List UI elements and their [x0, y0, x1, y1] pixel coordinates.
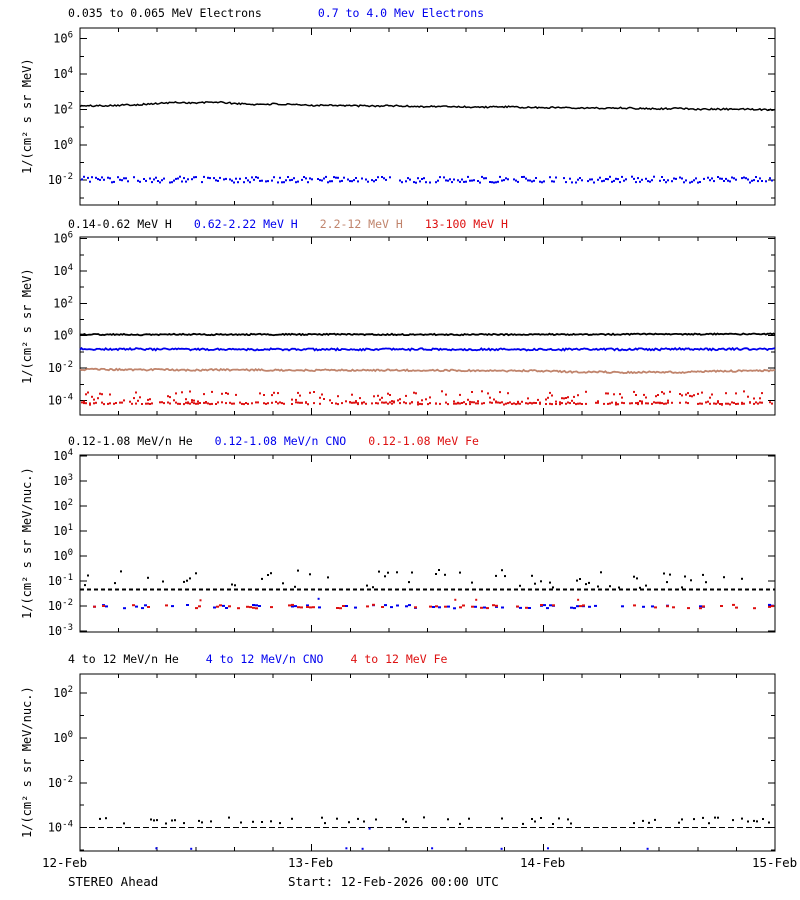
- series-label: 0.12-1.08 MeV Fe: [368, 434, 479, 448]
- panel-1: 106 104 102 100 10-2: [48, 27, 776, 206]
- series-label: 13-100 MeV H: [424, 217, 508, 231]
- svg-text:101: 101: [53, 523, 73, 538]
- xtick-label-12feb: 12-Feb: [42, 855, 88, 870]
- svg-text:106: 106: [53, 31, 73, 46]
- svg-text:100: 100: [53, 730, 73, 745]
- panel-2: 106 104 102 100 10-2 10-4: [48, 231, 776, 416]
- svg-text:10-3: 10-3: [48, 623, 73, 638]
- series-label: 2.2-12 MeV H: [319, 217, 403, 231]
- series-label: 0.12-1.08 MeV/n He: [68, 434, 193, 448]
- series-label: 0.14-0.62 MeV H: [68, 217, 172, 231]
- xtick-label-15feb: 15-Feb: [752, 855, 798, 870]
- panel3-legend: 0.12-1.08 MeV/n He 0.12-1.08 MeV/n CNO 0.1…: [68, 434, 479, 448]
- panel-4: 102 100 10-2 10-4: [48, 673, 776, 852]
- svg-text:104: 104: [53, 66, 73, 81]
- series-label: 4 to 12 MeV/n CNO: [205, 652, 324, 666]
- svg-text:10-2: 10-2: [48, 775, 73, 790]
- series-label: 0.035 to 0.065 MeV Electrons: [68, 6, 262, 20]
- panel-3: 104 103 102 101 100 10-1 10-2 10-3: [48, 448, 776, 638]
- series-label: 0.12-1.08 MeV/n CNO: [214, 434, 347, 448]
- panel2-legend: 0.14-0.62 MeV H 0.62-2.22 MeV H 2.2-12 MeV…: [68, 217, 508, 231]
- svg-text:10-2: 10-2: [48, 360, 73, 375]
- svg-text:100: 100: [53, 328, 73, 343]
- xtick-label-14feb: 14-Feb: [520, 855, 566, 870]
- series-label: 4 to 12 MeV Fe: [350, 652, 448, 666]
- panel1-y-axis-label: 1/(cm² s sr MeV): [20, 58, 34, 175]
- series-label: 0.62-2.22 MeV H: [193, 217, 298, 231]
- svg-text:104: 104: [53, 448, 73, 463]
- svg-text:10-4: 10-4: [48, 392, 73, 407]
- svg-text:102: 102: [53, 295, 73, 310]
- xtick-label-13feb: 13-Feb: [288, 855, 334, 870]
- svg-text:102: 102: [53, 101, 73, 116]
- svg-text:100: 100: [53, 548, 73, 563]
- svg-text:106: 106: [53, 231, 73, 246]
- panel1-legend: 0.035 to 0.065 MeV Electrons 0.7 to 4.0 M…: [68, 6, 484, 20]
- panel4-y-axis-label: 1/(cm² s sr MeV/nuc.): [20, 686, 34, 839]
- svg-text:100: 100: [53, 137, 73, 152]
- series-label: 4 to 12 MeV/n He: [68, 652, 179, 666]
- start-time-label: Start: 12-Feb-2026 00:00 UTC: [288, 874, 499, 889]
- svg-text:104: 104: [53, 263, 73, 278]
- svg-text:10-2: 10-2: [48, 598, 73, 613]
- panel3-y-axis-label: 1/(cm² s sr MeV/nuc.): [20, 467, 34, 620]
- panel4-legend: 4 to 12 MeV/n He 4 to 12 MeV/n CNO 4 to 12…: [68, 652, 447, 666]
- panel2-y-axis-label: 1/(cm² s sr MeV): [20, 268, 34, 384]
- svg-text:10-4: 10-4: [48, 820, 73, 835]
- svg-text:10-1: 10-1: [48, 573, 73, 588]
- series-label: 0.7 to 4.0 Mev Electrons: [317, 6, 485, 20]
- svg-text:102: 102: [53, 498, 73, 513]
- spacecraft-label: STEREO Ahead: [68, 874, 159, 889]
- svg-text:103: 103: [53, 473, 73, 488]
- svg-text:102: 102: [53, 685, 73, 700]
- svg-text:10-2: 10-2: [48, 172, 73, 187]
